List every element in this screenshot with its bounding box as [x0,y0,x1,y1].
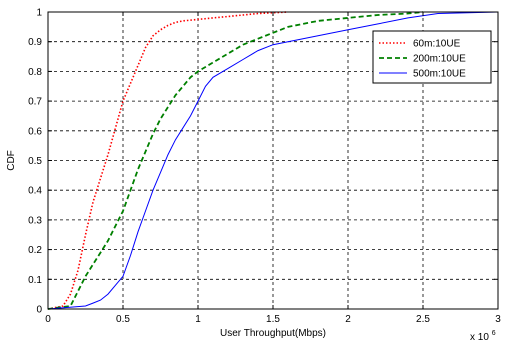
y-tick-label: 0.7 [28,97,42,108]
x-tick-label: 1.5 [266,314,280,325]
y-tick-label: 0.1 [28,275,42,286]
y-tick-label: 0.9 [28,37,42,48]
series-line [47,11,499,310]
y-tick-label: 0.2 [28,245,42,256]
y-tick-label: 1 [36,8,42,19]
legend-box [372,30,492,84]
y-tick-label: 0.8 [28,67,42,78]
series-layer [47,11,499,310]
legend-label: 500m:10UE [413,69,466,80]
x-tick-label: 1 [195,314,201,325]
y-tick-label: 0.4 [28,186,42,197]
x-tick-label: 2.5 [416,314,430,325]
series-line [47,11,289,310]
y-tick-label: 0.5 [28,156,42,167]
legend-label: 60m:10UE [413,39,461,50]
x-axis-multiplier-base: x 10 [470,332,489,343]
series-line [47,11,424,310]
ticks [47,11,499,310]
legend-label: 200m:10UE [413,54,466,65]
x-axis-multiplier: x 10 6 [470,330,496,343]
legend: 60m:10UE 200m:10UE 500m:10UE [372,30,492,84]
y-tick-label: 0.3 [28,215,42,226]
x-axis-multiplier-exponent: 6 [492,330,496,337]
tick-labels: 0 0.5 1 1.5 2 2.5 3 0 0.1 0.2 0.3 0.4 0.5 0.6 0.7 0.8 0.… [28,8,501,326]
y-tick-label: 0.6 [28,126,42,137]
y-axis-title: CDF [6,150,17,171]
x-tick-label: 2 [345,314,351,325]
x-tick-label: 0.5 [116,314,130,325]
x-tick-label: 3 [495,314,501,325]
x-axis-title: User Throughput(Mbps) [220,328,326,339]
x-tick-label: 0 [45,314,51,325]
y-tick-label: 0 [36,305,42,316]
